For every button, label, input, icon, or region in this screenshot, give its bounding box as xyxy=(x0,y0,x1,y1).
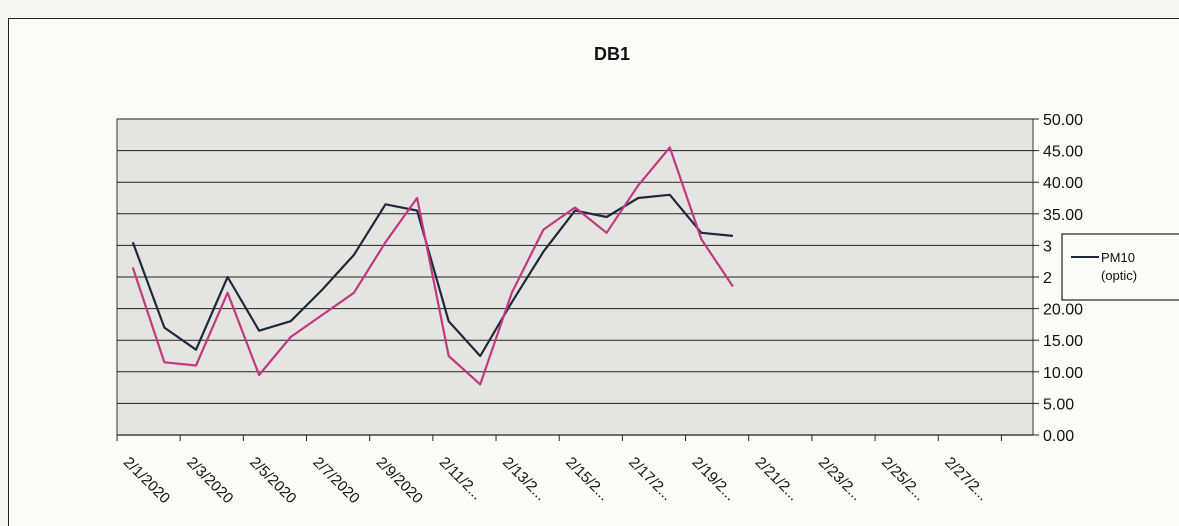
chart: DB1 0.00 5.00 10.00 15.00 20.00 2 3 35.00 40.00 4… xyxy=(116,44,1179,507)
series-lines xyxy=(131,146,734,386)
y-tick-label: 40.00 xyxy=(1043,175,1083,192)
series-line-2 xyxy=(131,146,734,386)
y-tick-label: 45.00 xyxy=(1043,144,1083,161)
chart-title: DB1 xyxy=(594,44,630,64)
y-tick-label: 5.00 xyxy=(1043,396,1074,413)
y-tick-label: 20.00 xyxy=(1043,302,1083,319)
series-line-1 xyxy=(131,193,734,358)
legend-label-line2: (optic) xyxy=(1101,268,1137,283)
y-tick-label: 3 xyxy=(1043,238,1052,255)
y-tick-label: 50.00 xyxy=(1043,112,1083,129)
legend-box xyxy=(1061,233,1179,301)
x-tick-label: 2/1/2020 xyxy=(120,454,173,507)
x-tick-label: 2/9/2020 xyxy=(373,454,426,507)
legend: PM10 (optic) xyxy=(1061,233,1179,301)
x-tick-label: 2/3/2020 xyxy=(183,454,236,507)
gridlines xyxy=(117,118,1033,436)
y-axis: 0.00 5.00 10.00 15.00 20.00 2 3 35.00 40.00 45.00… xyxy=(1033,112,1083,445)
y-tick-label: 0.00 xyxy=(1043,428,1074,445)
x-tick-label: 2/13/2... xyxy=(499,454,549,504)
legend-label-line1: PM10 xyxy=(1101,250,1135,265)
x-tick-label: 2/21/2... xyxy=(752,454,802,504)
x-tick-label: 2/19/2... xyxy=(689,454,739,504)
x-tick-label: 2/17/2... xyxy=(625,454,675,504)
y-tick-label: 2 xyxy=(1043,270,1052,287)
x-tick-label: 2/25/2... xyxy=(878,454,928,504)
x-tick-label: 2/11/2... xyxy=(436,454,486,504)
x-tick-label: 2/7/2020 xyxy=(309,454,362,507)
x-tick-label: 2/5/2020 xyxy=(246,454,299,507)
y-tick-label: 10.00 xyxy=(1043,365,1083,382)
y-tick-label: 15.00 xyxy=(1043,333,1083,350)
x-tick-label: 2/27/2... xyxy=(941,454,991,504)
x-tick-label: 2/23/2... xyxy=(815,454,865,504)
chart-frame: DB1 0.00 5.00 10.00 15.00 20.00 2 3 35.00 40.00 4… xyxy=(8,18,1179,526)
x-axis: 2/1/2020 2/3/2020 2/5/2020 2/7/2020 2/9/2020… xyxy=(116,435,1002,507)
y-tick-label: 35.00 xyxy=(1043,207,1083,224)
x-tick-label: 2/15/2... xyxy=(562,454,612,504)
